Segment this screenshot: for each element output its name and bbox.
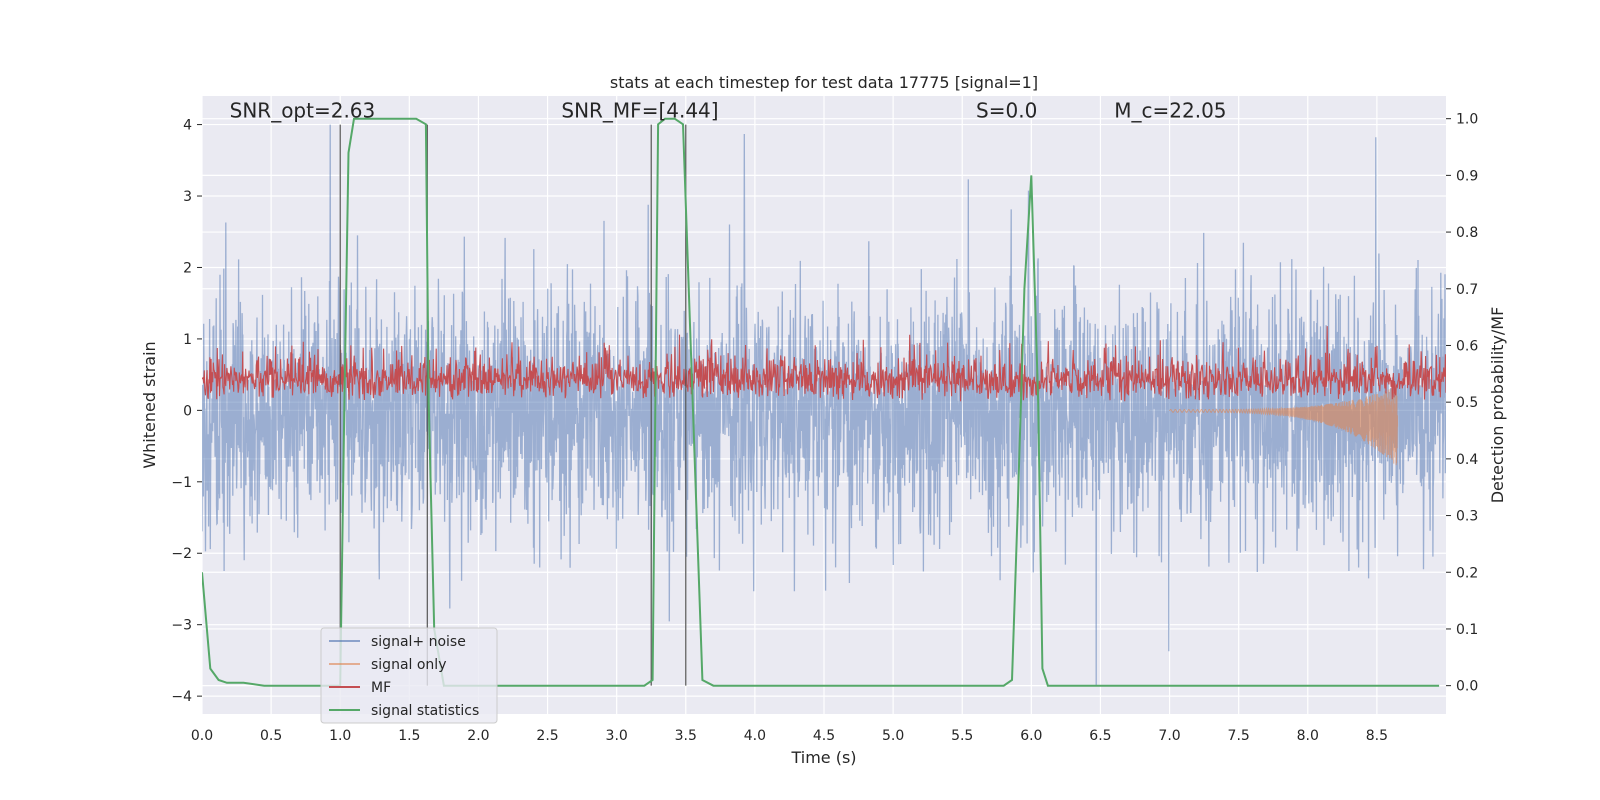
y2-tick-label: 0.0 [1456, 679, 1478, 695]
y2-tick-label: 0.7 [1456, 282, 1478, 298]
x-tick-label: 8.5 [1366, 728, 1388, 744]
annotation-text: SNR_MF=[4.44] [561, 98, 718, 122]
x-tick-label: 1.5 [398, 728, 420, 744]
y-tick-label: 2 [183, 260, 192, 276]
y2-tick-label: 0.2 [1456, 565, 1478, 581]
legend-label: signal+ noise [371, 634, 466, 650]
x-tick-label: 0.5 [260, 728, 282, 744]
x-tick-label: 0.0 [191, 728, 213, 744]
x-tick-label: 1.0 [329, 728, 351, 744]
x-tick-label: 7.5 [1228, 728, 1250, 744]
series-mf [202, 326, 1446, 402]
y2-tick-label: 0.5 [1456, 395, 1478, 411]
y-tick-label: −4 [171, 689, 192, 705]
axes: 0.0 0.5 1.0 1.5 2.0 2.5 3.0 3.5 4.0 4.5 5.0 5.5 6.0 6… [171, 112, 1478, 744]
series-signal-statistics [202, 117, 1440, 687]
legend-label: signal statistics [371, 703, 479, 719]
x-tick-label: 2.0 [467, 728, 489, 744]
y-axis-title: Whitened strain [140, 341, 159, 468]
legend-label: signal only [371, 657, 446, 673]
y-tick-label: 3 [183, 189, 192, 205]
annotation-text: SNR_opt=2.63 [230, 98, 376, 122]
y2-tick-label: 0.3 [1456, 509, 1478, 525]
x-axis-title: Time (s) [790, 748, 856, 767]
y-tick-label: −3 [171, 618, 192, 634]
y2-tick-label: 0.6 [1456, 338, 1478, 354]
y-tick-label: 1 [183, 332, 192, 348]
annotation-text: M_c=22.05 [1114, 98, 1226, 122]
x-tick-label: 6.5 [1089, 728, 1111, 744]
chart-title: stats at each timestep for test data 177… [610, 73, 1038, 92]
y2-axis-title: Detection probability/MF [1488, 307, 1507, 504]
y-tick-label: −1 [171, 475, 192, 491]
x-tick-label: 3.0 [606, 728, 628, 744]
annotations: SNR_opt=2.63 SNR_MF=[4.44] S=0.0 M_c=22.05 [230, 98, 1227, 122]
y-tick-label: −2 [171, 546, 192, 562]
legend: signal+ noise signal only MF signal statist… [320, 627, 498, 724]
x-tick-label: 7.0 [1158, 728, 1180, 744]
x-tick-label: 2.5 [536, 728, 558, 744]
x-tick-label: 5.0 [882, 728, 904, 744]
x-tick-label: 5.5 [951, 728, 973, 744]
y-tick-label: 4 [183, 118, 192, 134]
annotation-text: S=0.0 [976, 98, 1037, 122]
x-tick-label: 4.0 [744, 728, 766, 744]
x-tick-label: 8.0 [1297, 728, 1319, 744]
x-tick-label: 6.0 [1020, 728, 1042, 744]
legend-box [320, 627, 498, 724]
y2-tick-label: 0.8 [1456, 225, 1478, 241]
y-tick-label: 0 [183, 403, 192, 419]
x-tick-label: 3.5 [675, 728, 697, 744]
series-signal-only [1169, 386, 1399, 466]
data-layer [202, 117, 1446, 687]
legend-label: MF [371, 680, 391, 696]
y2-tick-label: 0.9 [1456, 168, 1478, 184]
y2-tick-label: 1.0 [1456, 112, 1478, 128]
y2-tick-label: 0.4 [1456, 452, 1478, 468]
y2-tick-label: 0.1 [1456, 622, 1478, 638]
x-tick-label: 4.5 [813, 728, 835, 744]
